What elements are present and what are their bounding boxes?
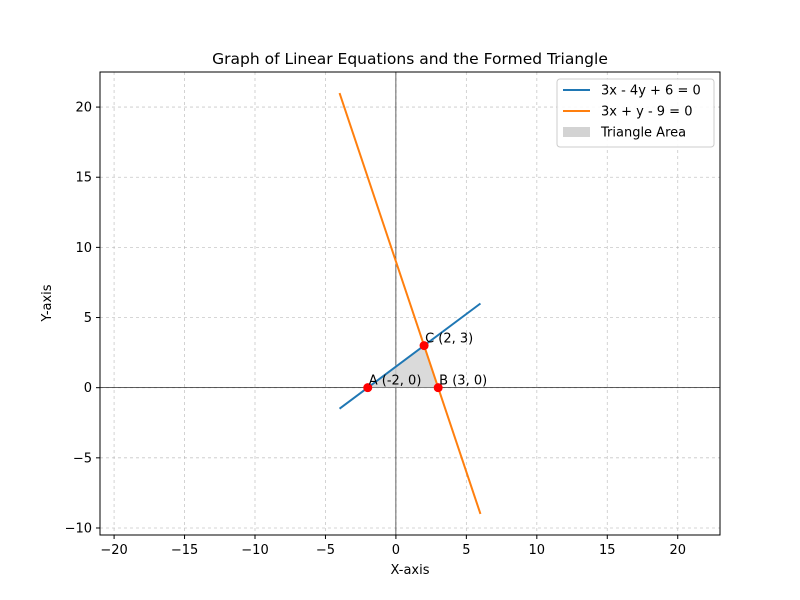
- y-tick-label: 20: [75, 101, 92, 116]
- point-b: [433, 383, 443, 393]
- y-axis-title: Y-axis: [40, 284, 55, 322]
- x-tick-label: −20: [100, 543, 127, 558]
- x-tick-label: 0: [392, 543, 400, 558]
- legend-swatch-triangle: [563, 127, 590, 137]
- legend-items: 3x - 4y + 6 = 0 3x + y - 9 = 0 Triangle Ar…: [563, 84, 701, 141]
- y-tick-label: 15: [75, 171, 92, 186]
- points-layer: A (-2, 0) B (3, 0) C (2, 3): [363, 332, 487, 393]
- x-tick-label: 10: [529, 543, 546, 558]
- x-tick-label: −15: [171, 543, 198, 558]
- x-axis-title: X-axis: [391, 563, 430, 578]
- x-axis-ticks: −20 −15 −10 −5 0 5 10 15 20: [100, 535, 686, 558]
- x-tick-label: 20: [669, 543, 686, 558]
- x-tick-label: 15: [599, 543, 616, 558]
- plot-area: A (-2, 0) B (3, 0) C (2, 3): [99, 71, 721, 536]
- point-c: [419, 341, 429, 351]
- y-axis-ticks: −10 −5 0 5 10 15 20: [65, 101, 100, 536]
- point-a: [363, 383, 373, 393]
- x-tick-label: 5: [462, 543, 470, 558]
- series-line-2: [338, 92, 482, 515]
- legend: 3x - 4y + 6 = 0 3x + y - 9 = 0 Triangle Ar…: [556, 78, 715, 148]
- legend-label-triangle: Triangle Area: [600, 126, 686, 141]
- x-tick-label: −5: [316, 543, 335, 558]
- chart-title: Graph of Linear Equations and the Formed…: [212, 50, 608, 68]
- triangle-area: [367, 345, 439, 388]
- series-layer: [338, 92, 482, 515]
- y-tick-label: 5: [84, 311, 92, 326]
- legend-label-2: 3x + y - 9 = 0: [601, 105, 692, 120]
- series-line-1: [338, 302, 482, 410]
- plot-frame: [99, 71, 721, 536]
- legend-box: [556, 78, 715, 148]
- y-tick-label: −5: [73, 451, 92, 466]
- point-label-a: A (-2, 0): [369, 374, 422, 389]
- legend-label-1: 3x - 4y + 6 = 0: [601, 84, 701, 99]
- point-label-b: B (3, 0): [439, 374, 487, 389]
- y-tick-label: −10: [65, 521, 92, 536]
- x-tick-label: −10: [241, 543, 268, 558]
- point-label-c: C (2, 3): [425, 332, 473, 347]
- y-tick-label: 10: [75, 241, 92, 256]
- triangle-layer: [367, 345, 439, 388]
- y-tick-label: 0: [84, 381, 92, 396]
